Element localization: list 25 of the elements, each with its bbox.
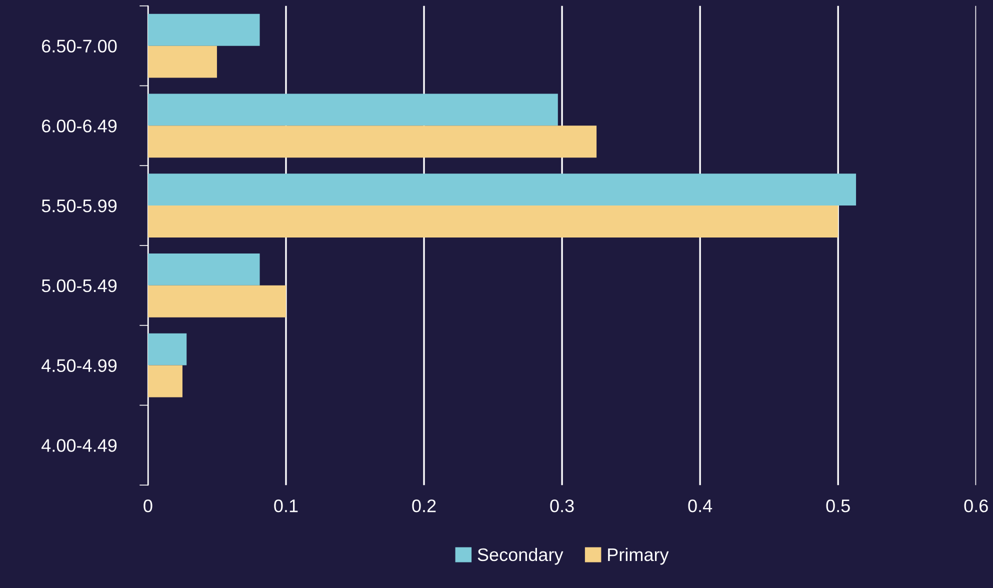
x-tick-label: 0.1 — [274, 499, 298, 512]
bar — [148, 14, 260, 46]
bar — [148, 94, 558, 126]
y-tick-label: 5.50-5.99 — [42, 199, 117, 212]
x-tick-label: 0.3 — [550, 499, 574, 512]
y-tick-label: 6.50-7.00 — [42, 40, 117, 53]
x-tick-label: 0.5 — [826, 499, 850, 512]
y-tick-label: 6.00-6.49 — [42, 120, 117, 132]
y-tick-label: 4.00-4.49 — [42, 439, 117, 452]
legend-label: Primary — [608, 548, 669, 565]
x-tick-label: 0 — [144, 499, 152, 512]
bar — [148, 365, 182, 398]
bar — [148, 126, 597, 158]
bar — [148, 46, 217, 78]
x-tick-label: 0.2 — [412, 499, 436, 512]
bar — [148, 253, 260, 286]
y-tick-label: 5.00-5.49 — [42, 279, 117, 292]
bar — [148, 206, 838, 238]
bar — [148, 333, 187, 366]
bar — [148, 285, 286, 318]
bar — [148, 174, 856, 206]
legend-label: Secondary — [478, 548, 564, 565]
x-tick-label: 0.4 — [688, 499, 712, 512]
y-tick-label: 4.50-4.99 — [42, 359, 117, 372]
x-tick-label: 0.6 — [964, 499, 988, 512]
